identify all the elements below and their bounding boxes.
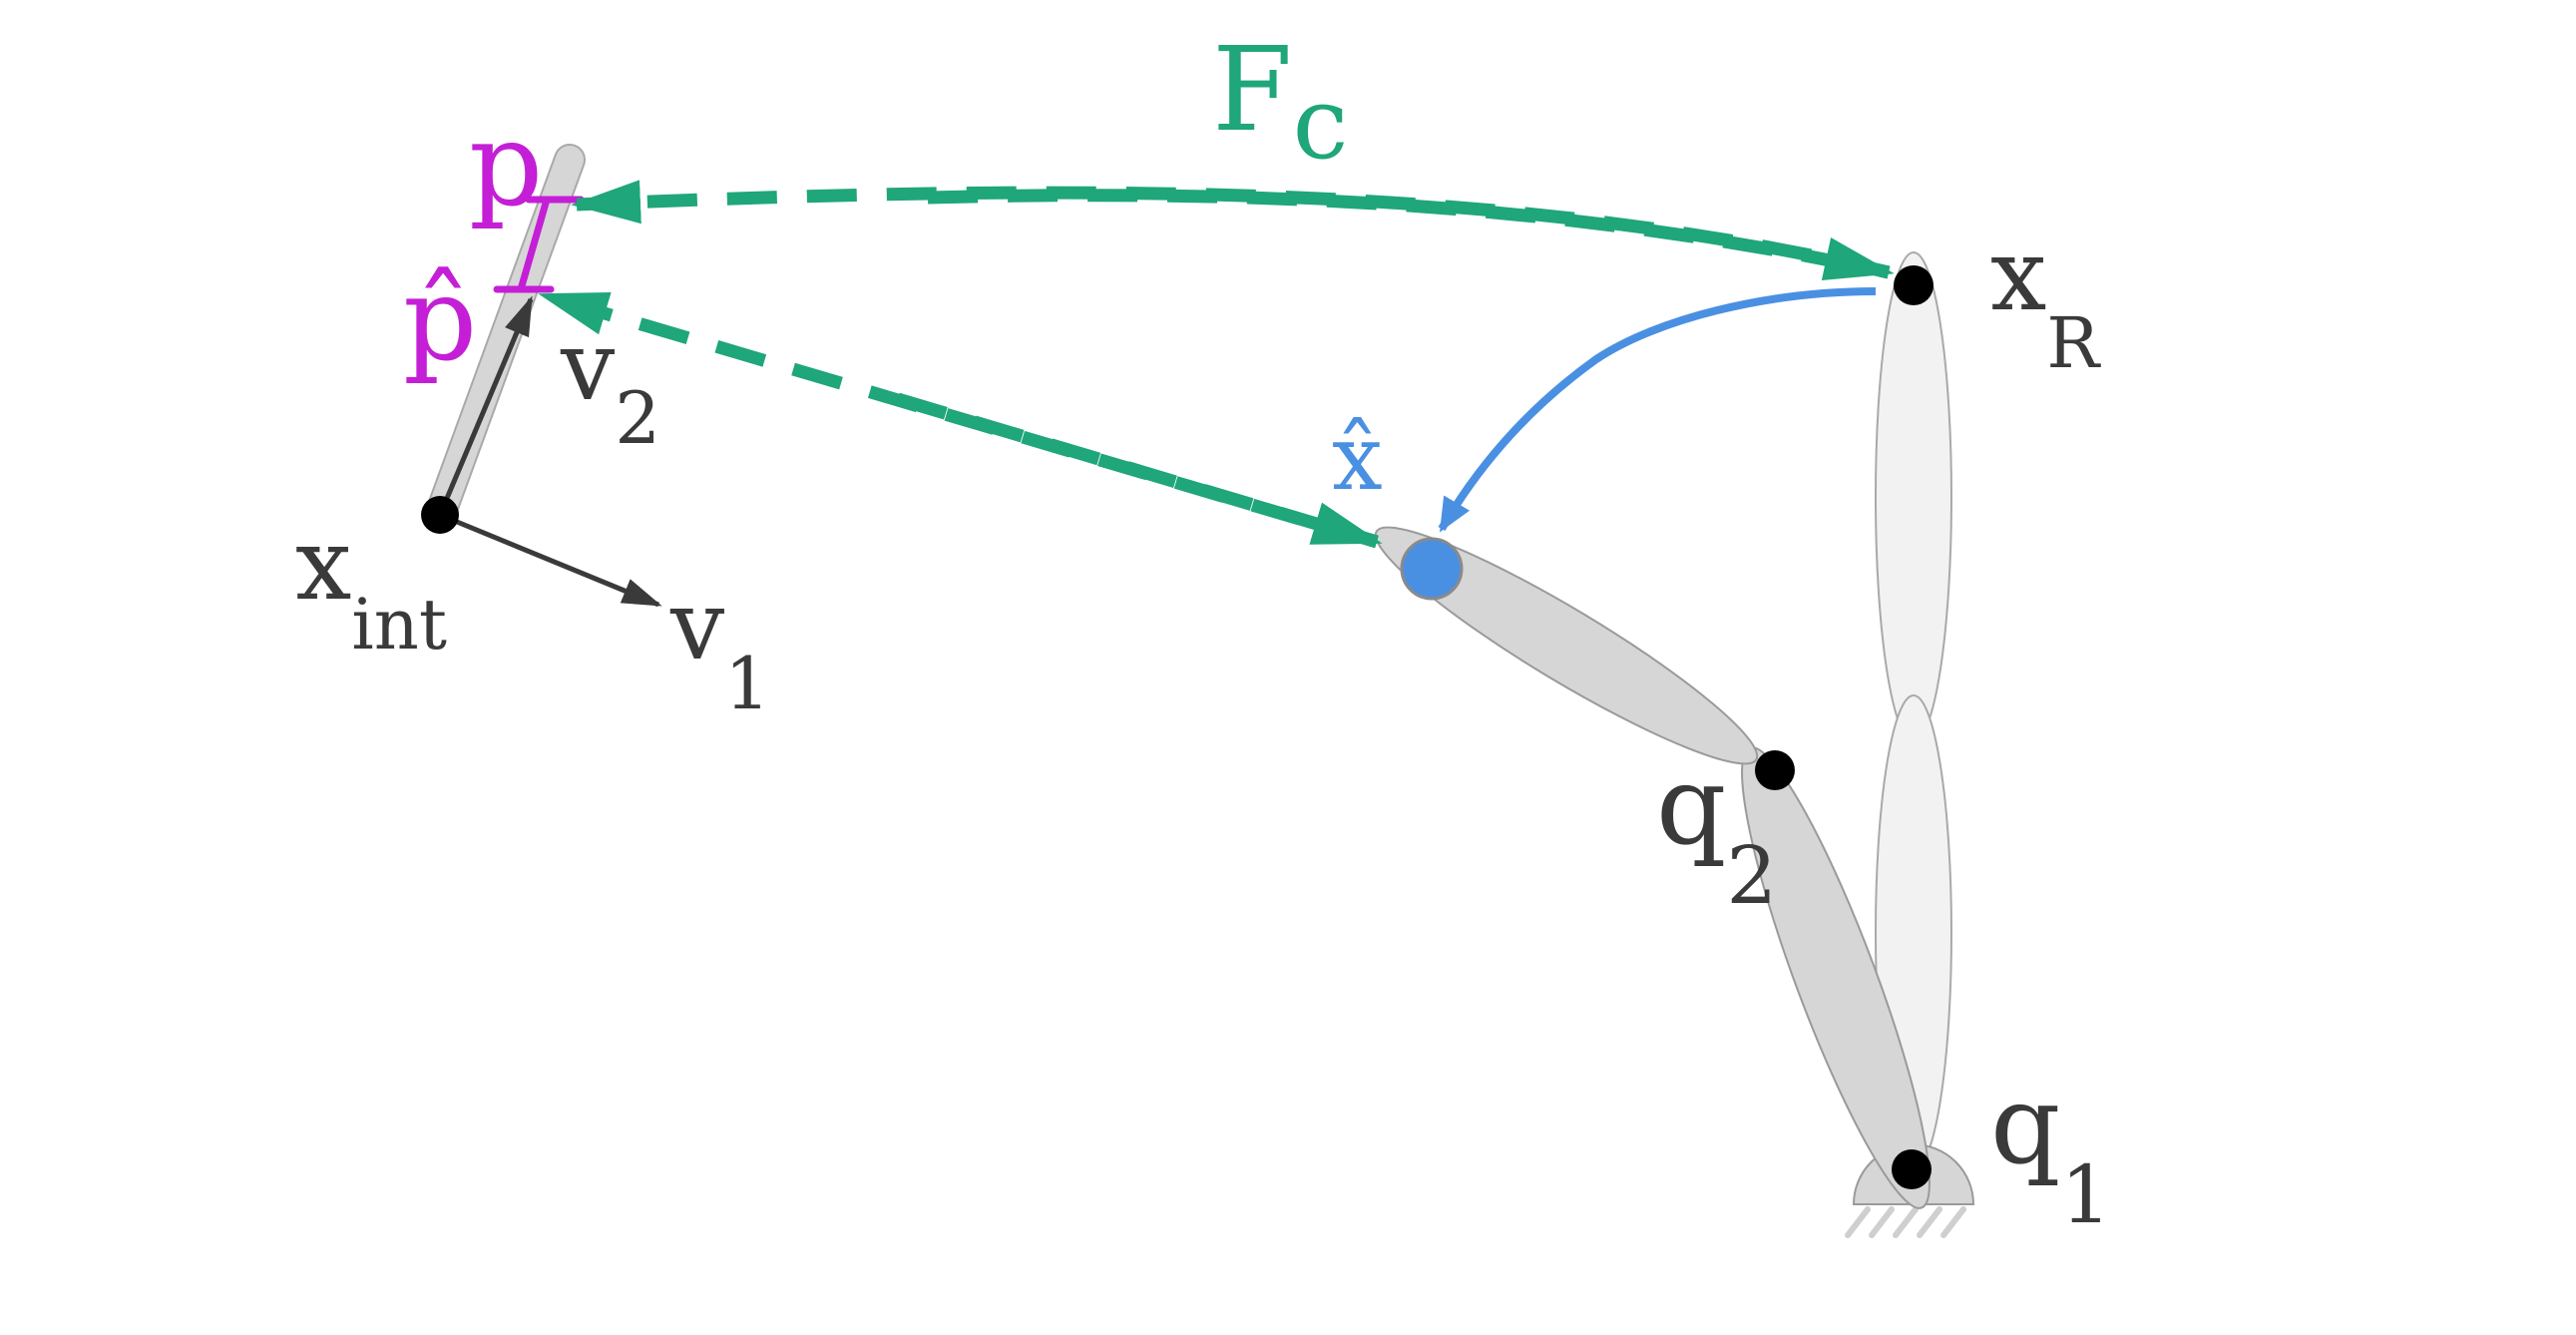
q2-label: q2: [1656, 741, 1777, 922]
joint-x-int: [421, 496, 459, 534]
force-label: Fc: [1212, 23, 1349, 182]
x-hat-label: x̂: [1332, 406, 1383, 511]
p-label: p: [469, 98, 543, 232]
force-arrow-lower-to-xhat: [896, 392, 1383, 549]
estimate-curve-arrow: [1438, 287, 1877, 533]
x-R-label: xR: [1990, 217, 2101, 384]
force-arrow-upper-to-xR: [927, 189, 1895, 281]
hatched-ground-icon: [1845, 1206, 1966, 1238]
v2-vector-arrow: [437, 295, 534, 516]
force-arrow-upper-to-p: [571, 180, 1891, 279]
robot-arm: [1374, 526, 1931, 1209]
q1-label: q1: [1990, 1061, 2111, 1241]
force-arrow-lower-to-phat: [538, 288, 1379, 549]
p-to-phat-segment: [517, 196, 551, 293]
contact-link: [424, 144, 586, 531]
x-int-label: xint: [295, 506, 447, 666]
joint-x-R: [1894, 265, 1933, 305]
joint-q1: [1892, 1149, 1932, 1189]
v2-label: v2: [560, 310, 660, 460]
joint-q2: [1755, 750, 1795, 790]
x-hat-point: [1400, 537, 1464, 601]
p-hat-label: p̂: [403, 252, 477, 387]
v1-label: v1: [669, 570, 770, 725]
ghost-link-upper: [1875, 251, 1952, 742]
v1-vector-arrow: [439, 512, 662, 608]
